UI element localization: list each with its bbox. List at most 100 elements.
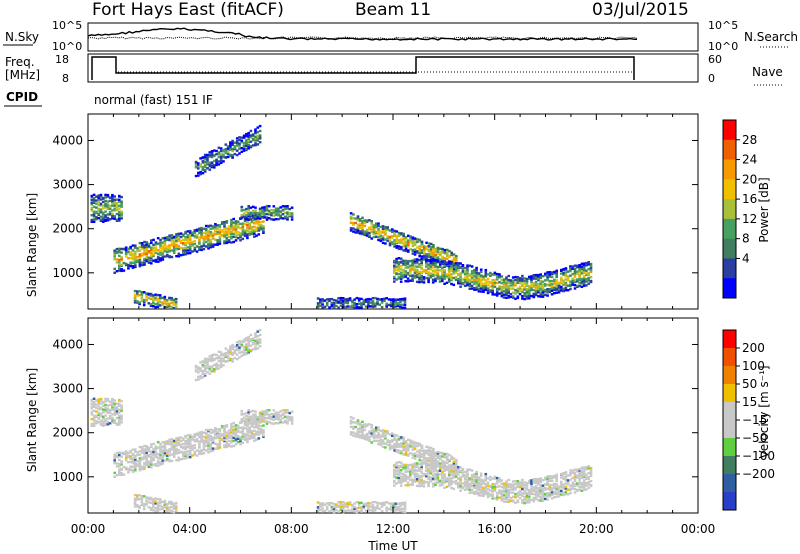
power-cell [383, 299, 386, 302]
velocity-cell [393, 469, 396, 473]
power-cell [379, 239, 383, 243]
power-cell [475, 271, 478, 274]
velocity-cell [223, 427, 226, 430]
power-cell [523, 297, 526, 301]
velocity-cell [250, 431, 254, 434]
velocity-cell [113, 471, 116, 475]
power-cell [557, 284, 561, 287]
power-cell [234, 222, 238, 225]
velocity-cell [397, 445, 401, 448]
velocity-cell [394, 509, 398, 512]
velocity-cell [441, 483, 444, 487]
power-cell [261, 214, 264, 218]
power-cell [368, 234, 371, 237]
velocity-cell [286, 417, 289, 420]
velocity-cell [402, 475, 405, 478]
power-cell [500, 291, 504, 294]
velocity-cell [220, 425, 224, 428]
velocity-cell [247, 417, 250, 420]
velocity-cell [115, 462, 119, 465]
power-cell [154, 249, 158, 253]
velocity-cell [393, 479, 396, 483]
velocity-cell [111, 419, 114, 422]
power-cell [220, 221, 224, 224]
velocity-cell [502, 497, 506, 500]
power-cell [138, 241, 142, 245]
velocity-cell [193, 453, 197, 456]
velocity-cell [397, 435, 401, 439]
power-cell [489, 280, 492, 284]
power-cell [578, 275, 581, 278]
velocity-cell [209, 442, 213, 446]
power-cell [491, 279, 494, 282]
velocity-cell [223, 432, 226, 435]
velocity-cell [395, 450, 399, 453]
power-cell [443, 264, 446, 267]
velocity-cell [351, 508, 354, 511]
power-cell [154, 306, 157, 309]
velocity-cell [384, 446, 387, 449]
power-cell [550, 284, 554, 288]
power-cell [416, 240, 419, 244]
power-cell [409, 279, 412, 282]
velocity-cell [143, 455, 146, 459]
power-cell [254, 137, 257, 140]
power-cell [399, 305, 402, 309]
velocity-cell [521, 487, 524, 491]
velocity-cell [463, 476, 467, 480]
power-cell [470, 272, 474, 275]
velocity-cell [198, 433, 201, 436]
velocity-cell [450, 469, 453, 472]
power-cell [404, 249, 408, 253]
velocity-cell [118, 402, 121, 405]
power-cell [425, 265, 428, 268]
power-cell [210, 152, 214, 155]
power-cell [516, 295, 520, 298]
velocity-cell [484, 477, 488, 480]
power-cell [254, 130, 257, 133]
power-cell [250, 227, 254, 230]
power-cell [409, 236, 412, 240]
power-cell [145, 259, 148, 263]
power-cell [115, 270, 119, 273]
power-cell [387, 303, 391, 307]
power-cell [241, 233, 245, 236]
velocity-cell [395, 448, 399, 452]
velocity-cell [147, 465, 151, 468]
velocity-cell [106, 423, 110, 426]
velocity-cell [461, 473, 465, 477]
velocity-cell [214, 437, 217, 440]
power-cell [136, 259, 139, 262]
power-cell [241, 237, 245, 241]
velocity-cell [199, 361, 202, 364]
velocity-cell [163, 503, 167, 506]
power-cell [454, 266, 458, 269]
power-cell [236, 233, 240, 237]
power-cell [403, 306, 407, 310]
velocity-cell [368, 432, 371, 435]
power-cell [516, 291, 520, 294]
power-cell [349, 227, 353, 230]
power-cell [235, 153, 239, 157]
velocity-cell [544, 497, 547, 501]
power-cell [152, 294, 155, 297]
velocity-cell [152, 453, 155, 456]
power-cell [578, 273, 581, 276]
power-cell [544, 290, 547, 293]
velocity-cell [582, 474, 586, 477]
power-cell [434, 265, 437, 268]
power-cell [129, 245, 132, 249]
power-cell [386, 226, 389, 229]
power-cell [249, 218, 253, 221]
power-cell [356, 226, 360, 229]
velocity-cell [509, 491, 513, 494]
power-cell [582, 282, 586, 285]
velocity-cell [172, 505, 176, 508]
velocity-cell [364, 502, 368, 505]
velocity-cell [138, 506, 141, 510]
power-cell [242, 212, 246, 215]
power-cell [122, 261, 126, 265]
power-cell [147, 302, 151, 305]
power-cell [541, 275, 545, 278]
